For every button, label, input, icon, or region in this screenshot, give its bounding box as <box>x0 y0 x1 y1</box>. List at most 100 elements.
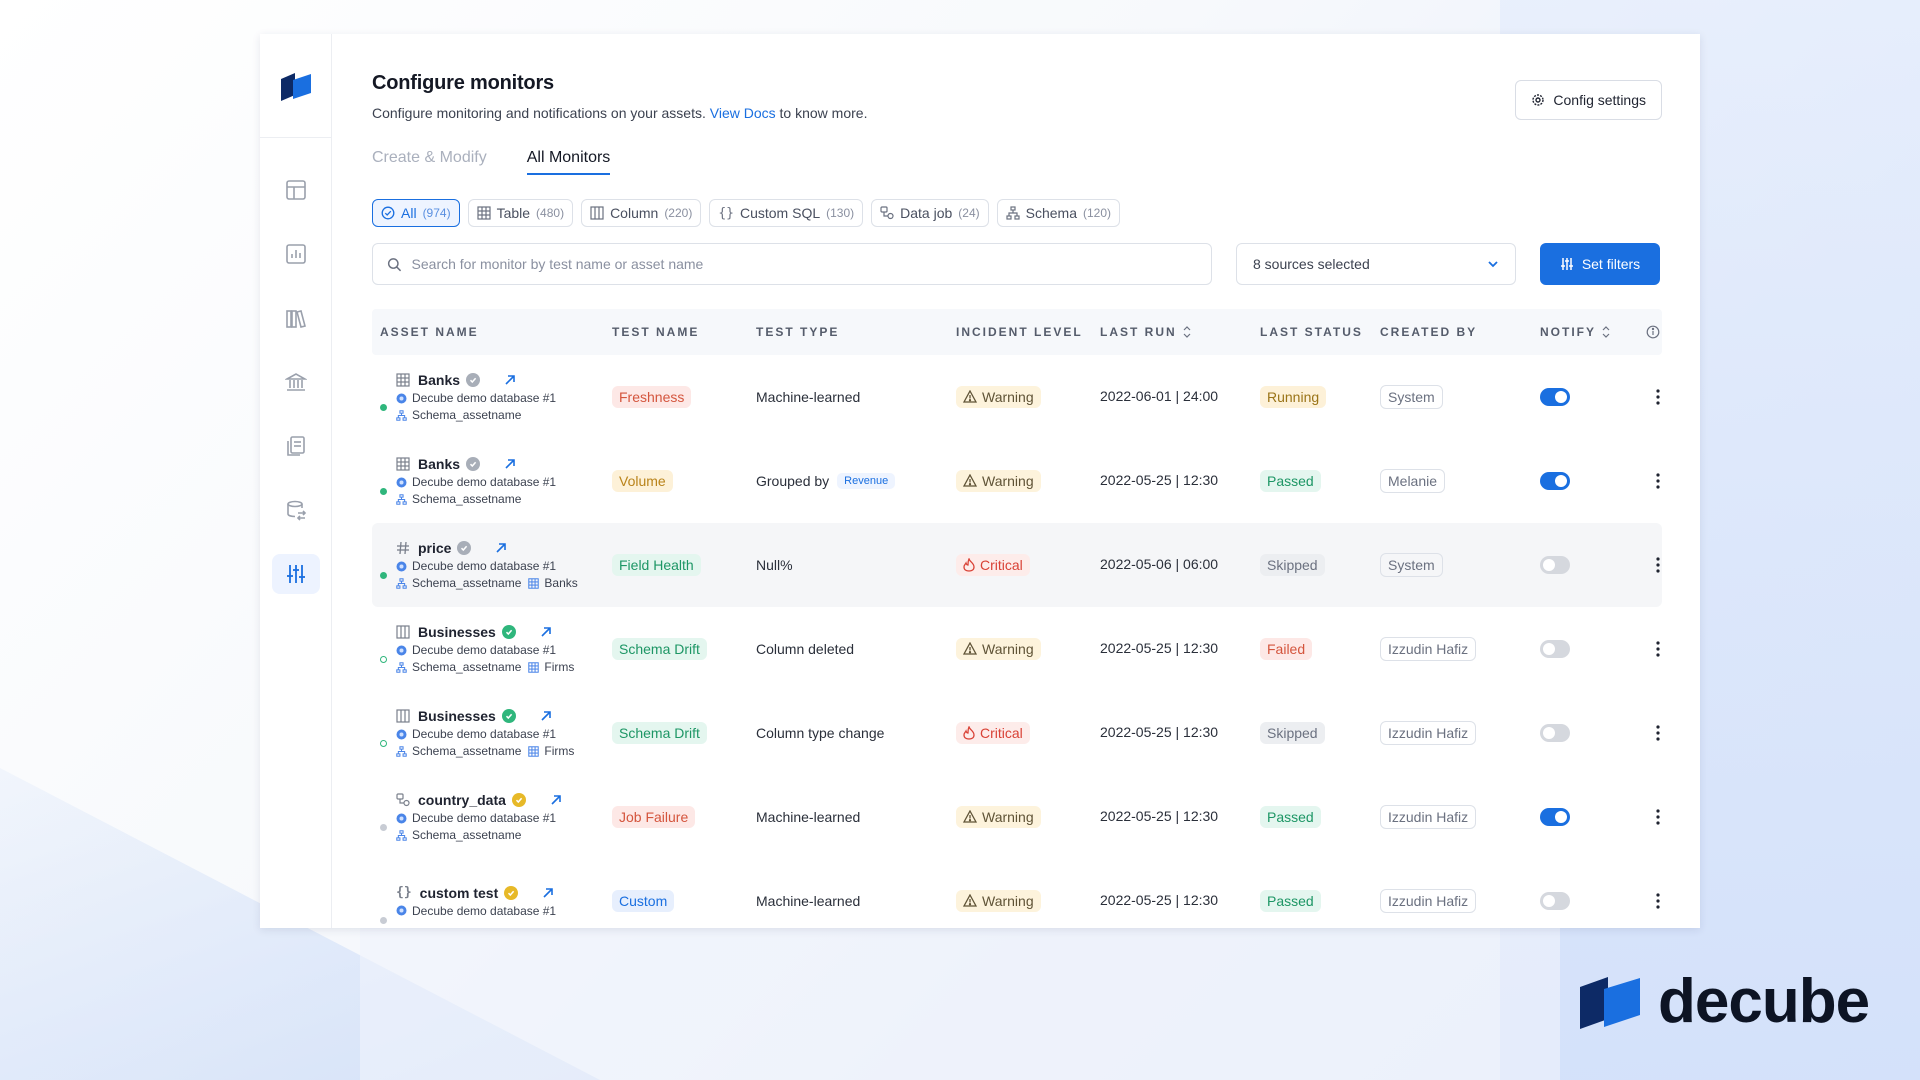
sidebar-item-documents[interactable] <box>272 426 320 466</box>
col-header-last-run-label: LAST RUN <box>1100 325 1177 339</box>
notify-toggle[interactable] <box>1540 892 1570 910</box>
more-options-icon[interactable] <box>1656 893 1660 909</box>
col-header-last-run[interactable]: LAST RUN <box>1100 325 1260 339</box>
col-header-created-by[interactable]: CREATED BY <box>1380 325 1478 339</box>
more-options-icon[interactable] <box>1656 641 1660 657</box>
external-link-icon[interactable] <box>542 887 554 899</box>
sidebar-item-monitors[interactable] <box>271 554 320 594</box>
sidebar-item-reports[interactable] <box>272 234 320 274</box>
status-badge: Passed <box>1260 470 1321 492</box>
table-ref-name: Banks <box>544 576 578 590</box>
table-row[interactable]: Banks Decube demo database #1 Schema_asset… <box>372 355 1662 439</box>
filter-chip-column[interactable]: Column (220) <box>581 199 702 227</box>
database-icon <box>396 477 407 488</box>
table-icon <box>528 745 540 757</box>
table-row[interactable]: country_data Decube demo database #1 Schem… <box>372 775 1662 859</box>
database-icon <box>396 905 407 916</box>
more-options-icon[interactable] <box>1656 389 1660 405</box>
more-options-icon[interactable] <box>1656 557 1660 573</box>
notify-toggle[interactable] <box>1540 808 1570 826</box>
asset-name[interactable]: Businesses <box>418 624 496 640</box>
external-link-icon[interactable] <box>540 626 552 638</box>
col-header-asset[interactable]: ASSET NAME <box>380 325 479 339</box>
filter-chip-data-job[interactable]: Data job (24) <box>871 199 989 227</box>
database-name: Decube demo database #1 <box>412 391 557 405</box>
external-link-icon[interactable] <box>540 710 552 722</box>
filter-chip-count: (130) <box>826 206 855 220</box>
table-row[interactable]: Businesses Decube demo database #1 Schema_… <box>372 607 1662 691</box>
external-link-icon[interactable] <box>504 374 516 386</box>
asset-database: Decube demo database #1 <box>396 904 612 918</box>
search-icon <box>387 257 402 271</box>
notify-toggle[interactable] <box>1540 724 1570 742</box>
filter-chip-table[interactable]: Table (480) <box>467 199 574 227</box>
last-run: 2022-05-06 | 06:00 <box>1100 556 1219 572</box>
sort-icon[interactable] <box>1183 326 1191 338</box>
external-link-icon[interactable] <box>504 458 516 470</box>
app-logo[interactable] <box>260 34 332 138</box>
col-header-info[interactable] <box>1620 325 1660 339</box>
col-header-test-name[interactable]: TEST NAME <box>612 325 700 339</box>
asset-name[interactable]: Banks <box>418 372 461 388</box>
filter-chip-count: (480) <box>536 206 565 220</box>
more-options-icon[interactable] <box>1656 809 1660 825</box>
table-row[interactable]: Banks Decube demo database #1 Schema_asset… <box>372 439 1662 523</box>
table-row[interactable]: {} custom test Decube demo database #1 Cust… <box>372 859 1662 928</box>
tab-create-modify[interactable]: Create & Modify <box>372 149 487 166</box>
tab-all-monitors[interactable]: All Monitors <box>526 149 611 175</box>
sidebar-item-dashboard[interactable] <box>272 170 320 210</box>
subtitle-suffix: to know more. <box>779 105 868 121</box>
asset-name[interactable]: country_data <box>418 792 506 808</box>
test-type: Machine-learned <box>756 389 861 405</box>
table-row[interactable]: Businesses Decube demo database #1 Schema_… <box>372 691 1662 775</box>
sort-icon[interactable] <box>1602 326 1610 338</box>
external-link-icon[interactable] <box>550 794 562 806</box>
col-header-test-type[interactable]: TEST TYPE <box>756 325 840 339</box>
filter-chip-count: (24) <box>958 206 980 220</box>
table-row[interactable]: price Decube demo database #1 Schema_asset… <box>372 523 1662 607</box>
view-docs-link[interactable]: View Docs <box>709 105 776 121</box>
asset-name[interactable]: Businesses <box>418 708 496 724</box>
search-input[interactable] <box>411 256 1197 272</box>
asset-name[interactable]: Banks <box>418 456 461 472</box>
incident-badge: Critical <box>956 721 1030 744</box>
filter-chip-custom-sql[interactable]: {} Custom SQL (130) <box>709 199 864 227</box>
test-name-tag: Field Health <box>612 554 701 576</box>
sources-select[interactable]: 8 sources selected <box>1236 243 1516 285</box>
col-header-incident[interactable]: INCIDENT LEVEL <box>956 325 1083 339</box>
more-options-icon[interactable] <box>1656 725 1660 741</box>
database-name: Decube demo database #1 <box>412 559 557 573</box>
col-header-last-status[interactable]: LAST STATUS <box>1260 325 1363 339</box>
asset-cell: Banks Decube demo database #1 Schema_asset… <box>380 372 612 422</box>
notify-toggle[interactable] <box>1540 556 1570 574</box>
test-type: Grouped by <box>756 473 830 489</box>
notify-toggle[interactable] <box>1540 640 1570 658</box>
more-options-icon[interactable] <box>1656 473 1660 489</box>
verified-icon <box>457 541 472 555</box>
sidebar-item-catalog[interactable] <box>272 298 320 338</box>
last-run: 2022-05-25 | 12:30 <box>1100 892 1219 908</box>
external-link-icon[interactable] <box>495 542 507 554</box>
schema-name: Schema_assetname <box>412 828 522 842</box>
col-header-notify[interactable]: NOTIFY <box>1540 325 1620 339</box>
created-by: System <box>1380 385 1443 409</box>
sidebar-item-governance[interactable] <box>272 362 320 402</box>
schema-icon <box>396 493 407 505</box>
asset-name[interactable]: custom test <box>419 884 499 901</box>
sidebar-item-data-sync[interactable] <box>272 490 320 530</box>
set-filters-button[interactable]: Set filters <box>1540 243 1660 285</box>
column-icon <box>396 625 410 639</box>
notify-toggle[interactable] <box>1540 388 1570 406</box>
notify-toggle[interactable] <box>1540 472 1570 490</box>
incident-badge: Warning <box>956 637 1041 660</box>
config-settings-button[interactable]: Config settings <box>1515 80 1662 120</box>
filter-chip-schema[interactable]: Schema (120) <box>996 199 1121 227</box>
created-by: Melanie <box>1380 469 1446 493</box>
asset-name[interactable]: price <box>418 540 452 556</box>
incident-badge: Critical <box>956 553 1030 576</box>
schema-name: Schema_assetname <box>412 744 522 758</box>
schema-name: Schema_assetname <box>412 660 522 674</box>
toggle-knob <box>1543 727 1555 739</box>
filter-chip-all[interactable]: All (974) <box>372 199 460 227</box>
table-icon <box>476 206 491 220</box>
